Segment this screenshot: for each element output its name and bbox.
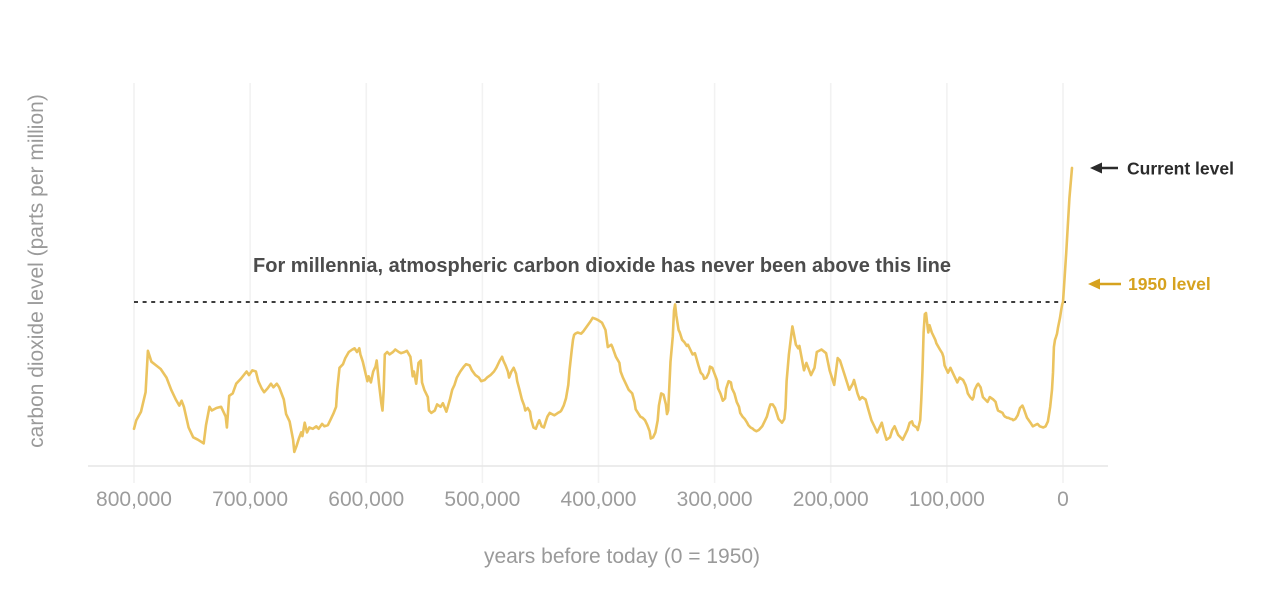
chart-heading: For millennia, atmospheric carbon dioxid… xyxy=(253,255,951,277)
y-axis-label: carbon dioxide level (parts per million) xyxy=(25,94,48,448)
x-tick-label: 0 xyxy=(1057,488,1069,511)
x-tick-label: 200,000 xyxy=(793,488,869,511)
x-tick-label: 100,000 xyxy=(909,488,985,511)
x-tick-label: 800,000 xyxy=(96,488,172,511)
x-tick-label: 500,000 xyxy=(444,488,520,511)
x-tick-label: 600,000 xyxy=(328,488,404,511)
level-1950-annotation: 1950 level xyxy=(1088,274,1211,294)
current-level-annotation: Current level xyxy=(1090,159,1234,179)
x-tick-label: 400,000 xyxy=(561,488,637,511)
x-tick-label: 300,000 xyxy=(677,488,753,511)
x-axis-label: years before today (0 = 1950) xyxy=(484,545,760,568)
current-level-label: Current level xyxy=(1127,159,1234,179)
left-arrow-icon xyxy=(1090,162,1102,174)
left-arrow-icon xyxy=(1088,278,1100,290)
gridlines xyxy=(133,83,1064,483)
x-tick-labels: 800,000 700,000 600,000 500,000 400,000 300,0… xyxy=(96,488,1069,511)
co2-line xyxy=(132,166,1074,454)
x-tick-label: 700,000 xyxy=(212,488,288,511)
level-1950-label: 1950 level xyxy=(1128,274,1211,294)
